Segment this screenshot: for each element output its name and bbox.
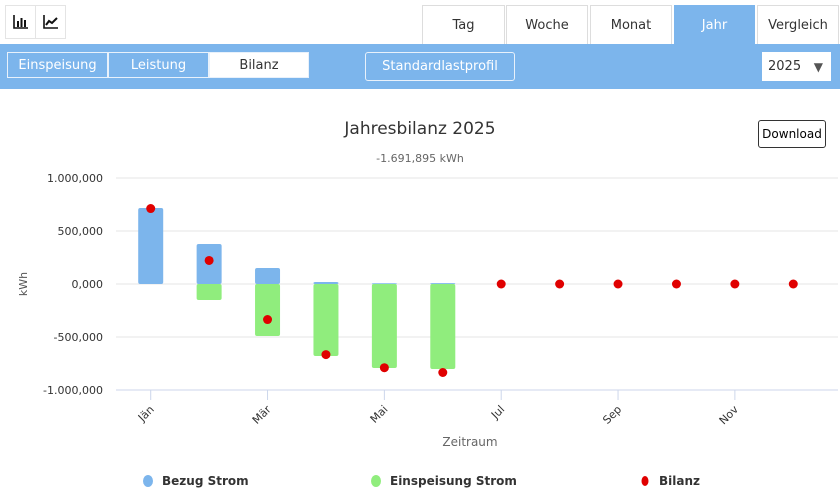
- bilanz-point: [671, 279, 681, 289]
- bilanz-point: [321, 350, 331, 360]
- tab-woche[interactable]: Woche: [506, 5, 588, 44]
- tab-monat[interactable]: Monat: [590, 5, 672, 44]
- segment-leistung[interactable]: Leistung: [108, 52, 209, 78]
- y-tick-label: 500,000: [58, 225, 104, 238]
- dropdown-arrow-icon: ▼: [813, 59, 823, 74]
- x-axis-label: Zeitraum: [442, 435, 497, 449]
- x-tick-label: Sep: [600, 403, 624, 427]
- y-tick-label: 0,000: [72, 278, 104, 291]
- chart-subtitle: -1.691,895 kWh: [376, 152, 464, 165]
- tab-tag[interactable]: Tag: [422, 5, 505, 44]
- bar-chart-view-button[interactable]: [5, 5, 36, 39]
- bezug-bar: [138, 207, 164, 284]
- year-select[interactable]: 2025 ▼: [762, 52, 831, 81]
- einspeisung-bar: [430, 284, 456, 370]
- bilanz-point: [379, 363, 389, 373]
- x-tick-label: Jän: [135, 403, 157, 425]
- bilanz-point: [730, 279, 740, 289]
- bilanz-point: [263, 315, 273, 325]
- bezug-bar: [371, 283, 397, 285]
- legend-marker: [641, 476, 649, 486]
- sub-navigation: Einspeisung Leistung Bilanz Standardlast…: [0, 44, 840, 89]
- x-tick-label: Nov: [717, 403, 742, 428]
- line-chart-icon: [42, 15, 58, 29]
- bezug-bar: [196, 244, 222, 284]
- y-tick-label: 1.000,000: [47, 172, 103, 185]
- legend-item: Bezug Strom: [162, 474, 249, 488]
- bilanz-point: [555, 279, 565, 289]
- bezug-bar: [313, 281, 339, 284]
- tab-jahr[interactable]: Jahr: [674, 5, 755, 44]
- bilanz-point: [438, 367, 448, 377]
- einspeisung-bar: [196, 284, 222, 301]
- year-value: 2025: [768, 59, 802, 74]
- einspeisung-bar: [255, 284, 281, 336]
- legend-marker: [143, 475, 153, 487]
- x-tick-label: Mai: [368, 403, 391, 426]
- segment-bilanz[interactable]: Bilanz: [209, 52, 309, 78]
- einspeisung-bar: [313, 284, 339, 356]
- einspeisung-bar: [371, 284, 397, 368]
- line-chart-view-button[interactable]: [35, 5, 66, 39]
- bar-chart-icon: [12, 15, 28, 29]
- legend-item: Bilanz: [659, 474, 700, 488]
- bezug-bar: [255, 267, 281, 284]
- bezug-bar: [430, 283, 456, 285]
- x-tick-label: Jul: [488, 403, 507, 422]
- download-button[interactable]: Download: [758, 120, 826, 148]
- standardlastprofil-button[interactable]: Standardlastprofil: [365, 52, 515, 81]
- bilanz-point: [496, 279, 506, 289]
- legend-marker: [371, 475, 381, 487]
- bilanz-point: [204, 255, 214, 265]
- chart-title: Jahresbilanz 2025: [343, 119, 495, 139]
- bilanz-point: [146, 204, 156, 214]
- legend-item: Einspeisung Strom: [390, 474, 517, 488]
- bilanz-point: [613, 279, 623, 289]
- bilanz-point: [788, 279, 798, 289]
- y-tick-label: -500,000: [54, 331, 103, 344]
- y-axis-label: kWh: [17, 272, 30, 296]
- tab-vergleich[interactable]: Vergleich: [757, 5, 839, 44]
- y-tick-label: -1.000,000: [43, 384, 103, 397]
- x-tick-label: Mär: [250, 403, 274, 427]
- segment-einspeisung[interactable]: Einspeisung: [7, 52, 108, 78]
